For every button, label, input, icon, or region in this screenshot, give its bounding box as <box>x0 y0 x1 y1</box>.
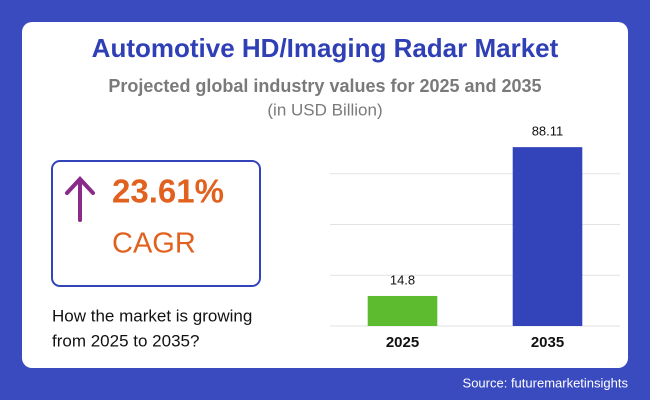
chart-title: Automotive HD/Imaging Radar Market <box>92 33 559 63</box>
question-line: from 2025 to 2035? <box>52 331 199 350</box>
source: Source: futuremarketinsights <box>463 375 629 390</box>
unit-label: (in USD Billion) <box>267 100 382 119</box>
chart-subtitle: Projected global industry values for 202… <box>108 76 541 96</box>
question-line: How the market is growing <box>52 306 252 325</box>
x-tick-label: 2035 <box>531 334 564 351</box>
bar <box>367 295 438 326</box>
cagr-label: CAGR <box>112 228 196 260</box>
value-label: 14.8 <box>390 272 415 287</box>
card <box>22 22 628 368</box>
value-label: 88.11 <box>532 124 564 139</box>
cagr-box <box>51 160 261 287</box>
up-arrow <box>65 176 95 222</box>
bar <box>512 147 583 326</box>
x-tick-label: 2025 <box>386 334 419 351</box>
cagr-value: 23.61% <box>112 173 224 210</box>
